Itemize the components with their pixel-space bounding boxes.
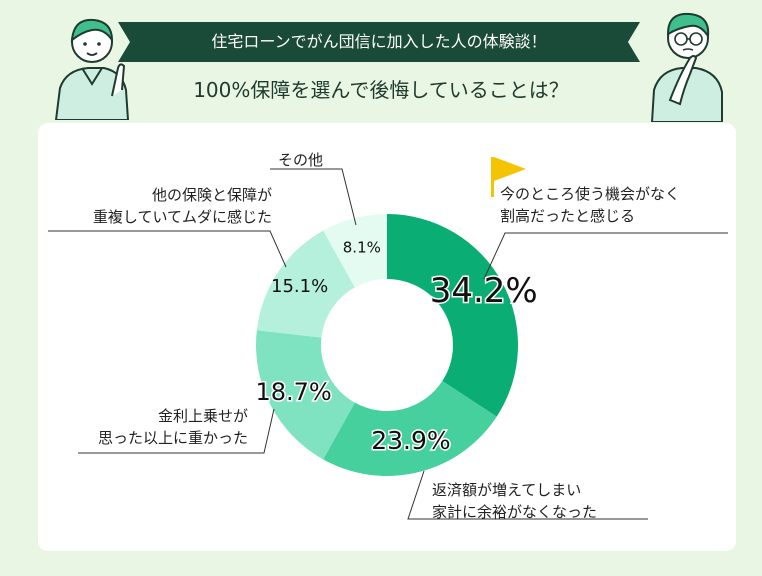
donut-slice-5	[323, 214, 387, 288]
label-s4: 他の保険と保障が 重複していてムダに感じた	[48, 184, 272, 228]
leader-line-s4	[48, 230, 287, 268]
flag-icon	[494, 157, 526, 181]
label-s4-line1: 他の保険と保障が	[151, 186, 272, 204]
label-s3-line1: 金利上乗せが	[157, 407, 248, 425]
value-label-s4: 15.1%	[271, 276, 328, 297]
value-label-s3: 18.7%	[255, 378, 331, 406]
label-s2: 返済額が増えてしまい 家計に余裕がなくなった	[432, 479, 597, 523]
value-label-s1: 34.2%	[430, 271, 538, 311]
donut-slice-3	[255, 330, 355, 460]
label-s3: 金利上乗せが 思った以上に重かった	[68, 405, 248, 449]
label-s3-line2: 思った以上に重かった	[97, 429, 248, 447]
label-s2-line1: 返済額が増えてしまい	[432, 481, 582, 499]
leader-line-s3	[78, 408, 275, 454]
page-subtitle: 100%保障を選んで後悔していることは？	[193, 78, 569, 102]
title-banner: 住宅ローンでがん団信に加入した人の体験談！	[118, 22, 640, 62]
donut-slice-1	[387, 214, 518, 417]
label-s1-line2: 割高だったと感じる	[500, 207, 636, 225]
leader-line-s5	[270, 168, 357, 226]
person-left-illustration	[54, 18, 130, 120]
label-s4-line2: 重複していてムダに感じた	[92, 208, 272, 226]
chart-card: 34.2% 23.9% 18.7% 15.1% 8.1% 今のところ使う機会がなく 割高…	[38, 123, 736, 551]
value-label-s2: 23.9%	[371, 426, 450, 455]
banner-ribbon-shape	[118, 22, 640, 62]
leader-line-s2	[407, 470, 648, 520]
donut-slice-2	[323, 381, 497, 476]
person-right-illustration	[650, 12, 723, 122]
value-label-s5: 8.1%	[343, 239, 381, 257]
donut-slice-4	[256, 230, 355, 338]
label-s5: その他	[278, 149, 323, 171]
label-s1-line1: 今のところ使う機会がなく	[500, 185, 681, 203]
label-s2-line2: 家計に余裕がなくなった	[432, 503, 598, 521]
donut-chart: 34.2% 23.9% 18.7% 15.1% 8.1%	[48, 157, 728, 520]
label-s1: 今のところ使う機会がなく 割高だったと感じる	[500, 183, 680, 227]
leader-line-s1	[483, 232, 728, 280]
flag-pole-icon	[491, 157, 494, 197]
label-s5-line1: その他	[278, 151, 324, 169]
banner-title: 住宅ローンでがん団信に加入した人の体験談！	[211, 32, 547, 51]
